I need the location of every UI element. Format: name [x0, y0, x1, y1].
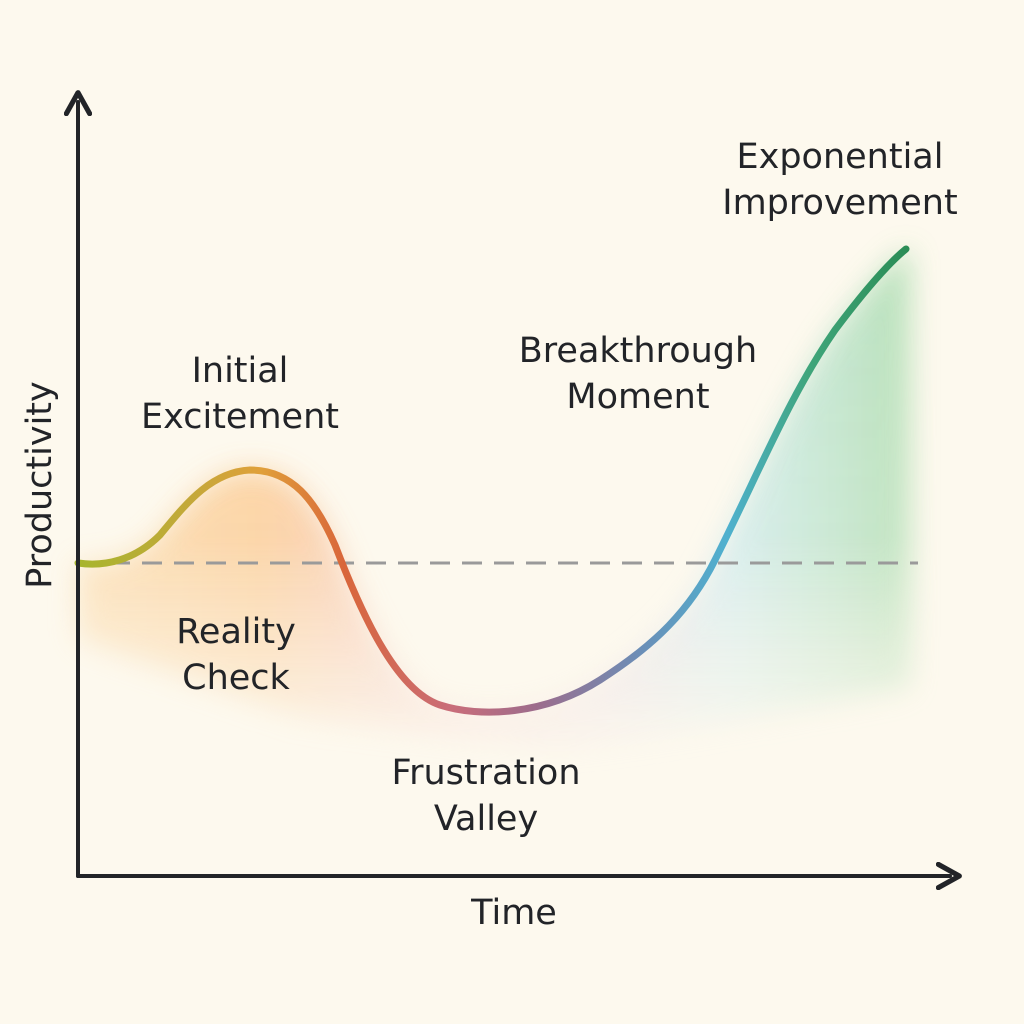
label-line: Initial: [191, 351, 289, 391]
label-line: Excitement: [141, 397, 339, 437]
label-initial-excitement: Initial Excitement: [120, 348, 360, 440]
label-breakthrough-moment: Breakthrough Moment: [498, 328, 778, 420]
y-axis-label: Productivity: [20, 381, 60, 589]
label-line: Breakthrough: [518, 331, 758, 371]
label-exponential-improvement: Exponential Improvement: [700, 134, 980, 226]
label-reality-check: Reality Check: [120, 609, 352, 701]
curve-area-fill: [78, 248, 910, 760]
label-line: Valley: [433, 799, 539, 839]
label-line: Reality: [176, 612, 296, 652]
x-axis-label: Time: [471, 893, 557, 933]
label-frustration-valley: Frustration Valley: [364, 750, 608, 842]
label-line: Improvement: [722, 183, 958, 223]
productivity-curve: [74, 245, 910, 716]
label-line: Moment: [566, 377, 710, 417]
label-line: Frustration: [391, 753, 581, 793]
label-line: Check: [182, 658, 290, 698]
label-line: Exponential: [736, 137, 944, 177]
